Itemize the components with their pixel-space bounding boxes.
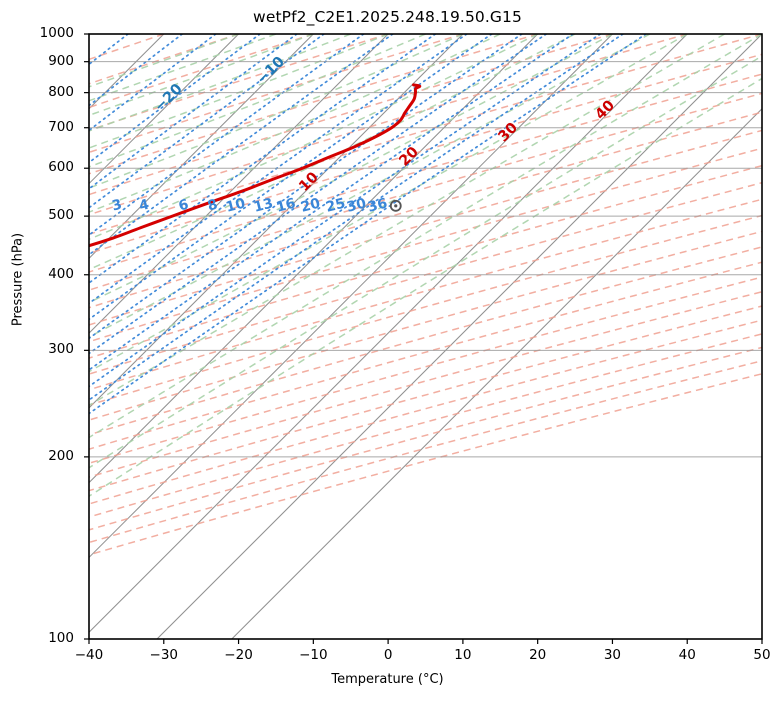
y-tick-label: 400 xyxy=(48,265,74,282)
x-tick-label: −30 xyxy=(149,647,179,663)
mixing-ratio-label: 3 xyxy=(110,197,123,215)
x-tick-label: 30 xyxy=(603,647,622,663)
isotherm-label: −30 xyxy=(50,108,84,142)
moist-adiabat-lines xyxy=(89,34,762,498)
x-tick-label: −20 xyxy=(224,647,253,663)
mixing-ratio-label: 6 xyxy=(177,197,190,215)
dry-adiabat-lines xyxy=(89,34,762,556)
mixing-ratio-label: 13 xyxy=(252,196,275,216)
y-tick-label: 900 xyxy=(48,52,74,69)
mixing-ratio-label: 10 xyxy=(224,195,247,215)
plot-frame xyxy=(88,33,763,640)
lcl-marker xyxy=(389,199,402,212)
y-tick-label: 300 xyxy=(48,341,74,358)
y-tick-label: 500 xyxy=(48,207,74,224)
x-axis-label: Temperature (°C) xyxy=(331,672,444,687)
x-tick-label: −10 xyxy=(299,647,328,663)
y-tick-label: 1000 xyxy=(39,25,74,41)
axis-tick-marks xyxy=(84,33,763,644)
y-tick-label: 700 xyxy=(48,118,74,135)
mixing-ratio-label: 36 xyxy=(366,196,389,216)
mixing-ratio-label: 16 xyxy=(275,196,298,216)
plot-markers xyxy=(389,199,402,212)
y-tick-label: 200 xyxy=(48,447,74,464)
mixing-ratio-label: 8 xyxy=(206,197,219,215)
x-tick-label: 10 xyxy=(454,647,472,663)
x-tick-label: 40 xyxy=(678,647,696,663)
x-tick-label: 0 xyxy=(383,647,393,663)
y-axis-ticks: 100 200 300 400 500 600 700 800 900 1000 xyxy=(22,0,74,708)
sounding-curves xyxy=(89,83,422,248)
mixing-ratio-label: 20 xyxy=(299,195,322,215)
mixing-ratio-label: 4 xyxy=(137,197,151,215)
mixing-ratio-label: 30 xyxy=(345,195,368,215)
marker-dot xyxy=(394,204,398,208)
page-title: wetPf2_C2E1.2025.248.19.50.G15 xyxy=(253,8,522,26)
mixing-ratio-label: 25 xyxy=(324,196,347,216)
x-tick-label: −40 xyxy=(74,647,104,663)
y-tick-label: 600 xyxy=(48,159,74,176)
y-tick-label: 100 xyxy=(48,630,74,646)
x-tick-label: 50 xyxy=(753,647,771,663)
y-tick-label: 800 xyxy=(48,83,74,100)
plot-background xyxy=(89,34,762,639)
x-tick-label: 20 xyxy=(529,647,547,663)
temperature-curve xyxy=(89,83,422,248)
